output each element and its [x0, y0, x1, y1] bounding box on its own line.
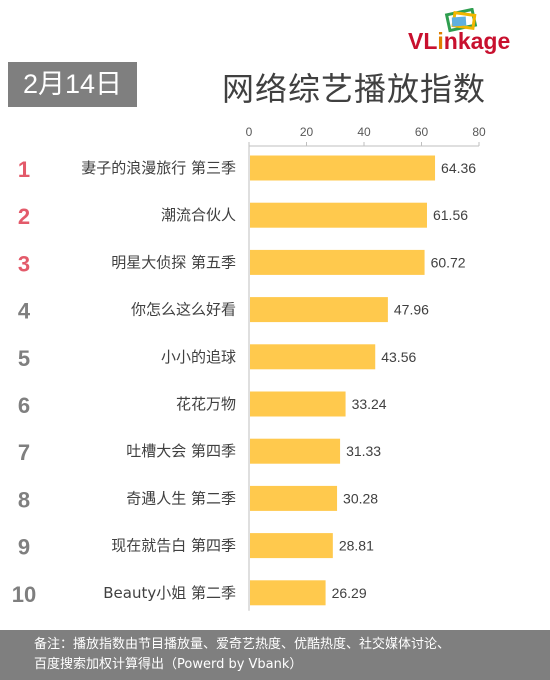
logo-mark-icon — [444, 8, 478, 33]
data-label: 47.96 — [394, 302, 429, 318]
rank-number: 7 — [18, 440, 30, 465]
rank-number: 1 — [18, 157, 30, 182]
rank-number: 4 — [18, 299, 31, 324]
footer-line-2: 百度搜索加权计算得出（Powerd by Vbank） — [34, 657, 303, 672]
bar — [250, 155, 436, 181]
bar — [250, 438, 341, 464]
vlinkage-logo: VLinkage — [408, 8, 542, 58]
category-label: 奇遇人生 第二季 — [126, 489, 236, 507]
category-label: 明星大侦探 第五季 — [111, 253, 236, 271]
data-label: 33.24 — [352, 396, 387, 412]
rank-number: 2 — [18, 204, 30, 229]
data-label: 28.81 — [339, 538, 374, 554]
x-tick-label: 0 — [246, 125, 253, 139]
category-label: 小小的追球 — [161, 348, 236, 366]
bar-chart: 0 20 40 60 80 64.36 妻子的浪漫旅行 第三季 1 61.56 潮流合伙人 2 60.… — [12, 125, 486, 611]
data-label: 26.29 — [332, 585, 367, 601]
data-label: 61.56 — [433, 207, 468, 223]
bar — [250, 580, 326, 606]
category-label: Beauty小姐 第二季 — [103, 584, 236, 602]
data-label: 30.28 — [343, 490, 378, 506]
rank-number: 10 — [12, 582, 36, 607]
category-label: 现在就告白 第四季 — [111, 537, 236, 555]
bar — [250, 344, 376, 370]
rank-number: 8 — [18, 487, 30, 512]
category-label: 花花万物 — [176, 395, 236, 413]
category-label: 吐槽大会 第四季 — [126, 442, 236, 460]
bar — [250, 297, 388, 323]
data-label: 60.72 — [431, 254, 466, 270]
logo-text: VLinkage — [408, 28, 511, 54]
x-tick-label: 20 — [300, 125, 314, 139]
x-tick-label: 40 — [357, 125, 371, 139]
rank-number: 6 — [18, 393, 30, 418]
rank-number: 9 — [18, 535, 30, 560]
footer-note: 备注：播放指数由节目播放量、爱奇艺热度、优酷热度、社交媒体讨论、 百度搜索加权计… — [0, 630, 550, 680]
category-label: 妻子的浪漫旅行 第三季 — [81, 159, 236, 177]
bar — [250, 391, 346, 417]
x-tick-label: 60 — [415, 125, 429, 139]
rank-number: 5 — [18, 346, 30, 371]
rank-number: 3 — [18, 251, 30, 276]
x-tick-label: 80 — [472, 125, 486, 139]
bar — [250, 485, 338, 511]
date-badge: 2月14日 — [8, 62, 137, 107]
data-label: 31.33 — [346, 443, 381, 459]
category-label: 潮流合伙人 — [161, 206, 236, 224]
footer-line-1: 备注：播放指数由节目播放量、爱奇艺热度、优酷热度、社交媒体讨论、 — [34, 637, 451, 652]
data-label: 43.56 — [381, 349, 416, 365]
data-label: 64.36 — [441, 160, 476, 176]
bar — [250, 533, 333, 559]
bar — [250, 249, 425, 275]
category-label: 你怎么这么好看 — [131, 301, 236, 319]
bar — [250, 202, 427, 228]
chart-title: 网络综艺播放指数 — [222, 70, 487, 108]
